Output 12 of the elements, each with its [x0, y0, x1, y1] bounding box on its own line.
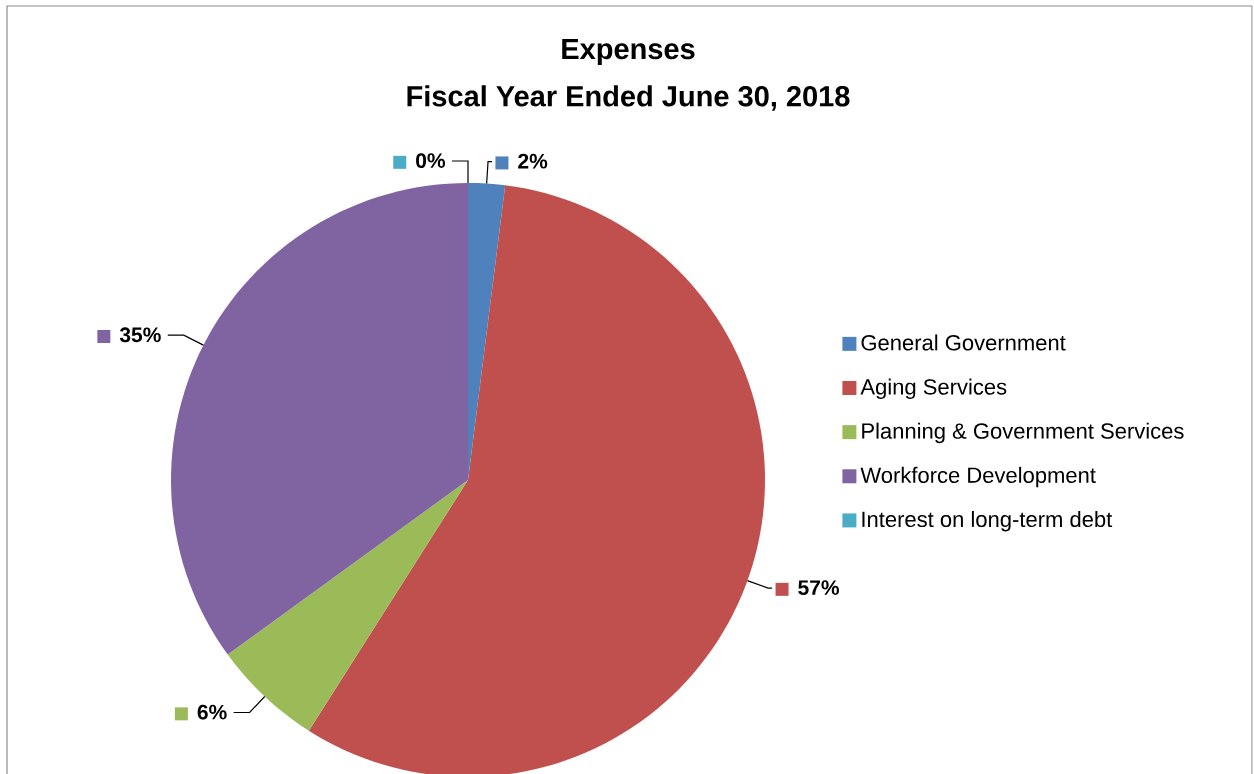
data-label: 57% [798, 580, 839, 596]
legend-label: Planning & Government Services [862, 422, 1184, 444]
legend-label: General Government [861, 334, 1066, 351]
text: 0% [416, 153, 446, 169]
legend-label: Interest on long-term debt [862, 510, 1113, 532]
data-label: 35% [119, 327, 161, 343]
chart-title: Expenses [562, 39, 695, 65]
legend-label: Workforce Development [860, 466, 1096, 488]
legend-label: Aging Services [860, 378, 1007, 400]
data-label: 6% [197, 704, 227, 720]
data-label: 2% [518, 153, 548, 169]
chart-subtitle: Fiscal Year Ended June 30, 2018 [407, 85, 850, 111]
